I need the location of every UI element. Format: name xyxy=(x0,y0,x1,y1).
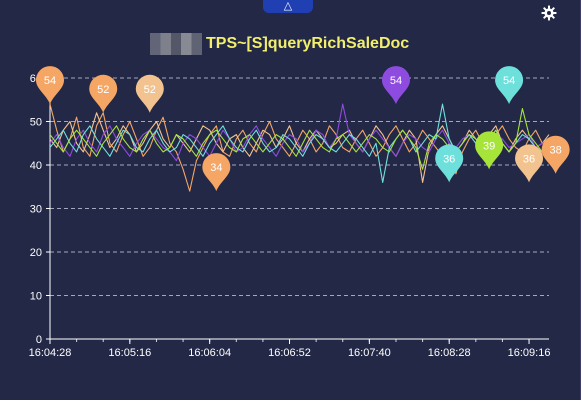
x-tick-label: 16:08:28 xyxy=(428,347,471,359)
redacted-title-prefix xyxy=(150,33,202,55)
markpoint-pin[interactable]: 52 xyxy=(135,74,164,113)
markpoint-pin[interactable]: 52 xyxy=(89,74,118,113)
series-line-3 xyxy=(49,103,550,183)
series-line-1 xyxy=(49,112,550,183)
markpoint-pin[interactable]: 36 xyxy=(515,144,544,183)
markpoint-label: 39 xyxy=(483,140,495,152)
markpoint-pin[interactable]: 38 xyxy=(541,135,570,174)
series-line-0 xyxy=(49,103,550,192)
markpoints: 5452523454363954363853 xyxy=(36,66,570,192)
series-lines xyxy=(49,103,550,192)
grid-lines xyxy=(50,77,549,296)
x-tick-label: 16:05:16 xyxy=(108,347,151,359)
markpoint-balloon xyxy=(36,66,64,105)
gear-icon[interactable] xyxy=(541,5,557,21)
markpoint-pin[interactable]: 54 xyxy=(381,66,410,105)
y-tick-label: 20 xyxy=(30,247,42,259)
markpoint-balloon xyxy=(435,144,464,183)
markpoint-label: 54 xyxy=(503,75,515,87)
collapse-toggle-button[interactable]: △ xyxy=(263,0,313,13)
x-tick-label: 16:06:52 xyxy=(268,347,311,359)
markpoint-pin[interactable]: 54 xyxy=(36,66,64,105)
markpoint-pin[interactable]: 39 xyxy=(475,131,504,170)
chart-title: TPS~[S]queryRichSaleDoc xyxy=(150,31,409,57)
markpoint-balloon xyxy=(475,131,504,170)
markpoint-label: 54 xyxy=(390,75,402,87)
markpoint-balloon xyxy=(135,74,164,113)
markpoint-balloon xyxy=(89,74,118,113)
y-tick-label: 0 xyxy=(36,334,42,346)
y-tick-label: 30 xyxy=(30,204,42,216)
markpoint-label: 54 xyxy=(44,75,56,87)
markpoint-label: 38 xyxy=(550,145,562,157)
markpoint-balloon xyxy=(541,135,570,174)
markpoint-label: 34 xyxy=(210,162,222,174)
markpoint-label: 36 xyxy=(443,153,455,165)
markpoint-label: 52 xyxy=(144,84,156,96)
triangle-up-icon: △ xyxy=(283,0,293,12)
x-tick-label: 16:07:40 xyxy=(348,347,391,359)
markpoint-pin[interactable]: 36 xyxy=(435,144,464,183)
y-tick-label: 10 xyxy=(30,291,42,303)
markpoint-pin[interactable]: 54 xyxy=(495,66,524,105)
y-tick-label: 40 xyxy=(30,160,42,172)
markpoint-label: 36 xyxy=(523,153,535,165)
x-tick-label: 16:04:28 xyxy=(29,347,72,359)
x-tick-label: 16:06:04 xyxy=(188,347,231,359)
markpoint-balloon xyxy=(495,66,524,105)
series-line-4 xyxy=(49,107,550,170)
markpoint-balloon xyxy=(515,144,544,183)
chart-title-text: TPS~[S]queryRichSaleDoc xyxy=(206,35,410,52)
markpoint-balloon xyxy=(381,66,410,105)
markpoint-pin[interactable]: 34 xyxy=(202,153,231,192)
markpoint-balloon xyxy=(202,153,231,192)
y-tick-label: 50 xyxy=(30,117,42,129)
x-tick-label: 16:09:16 xyxy=(508,347,551,359)
markpoint-label: 52 xyxy=(97,84,109,96)
